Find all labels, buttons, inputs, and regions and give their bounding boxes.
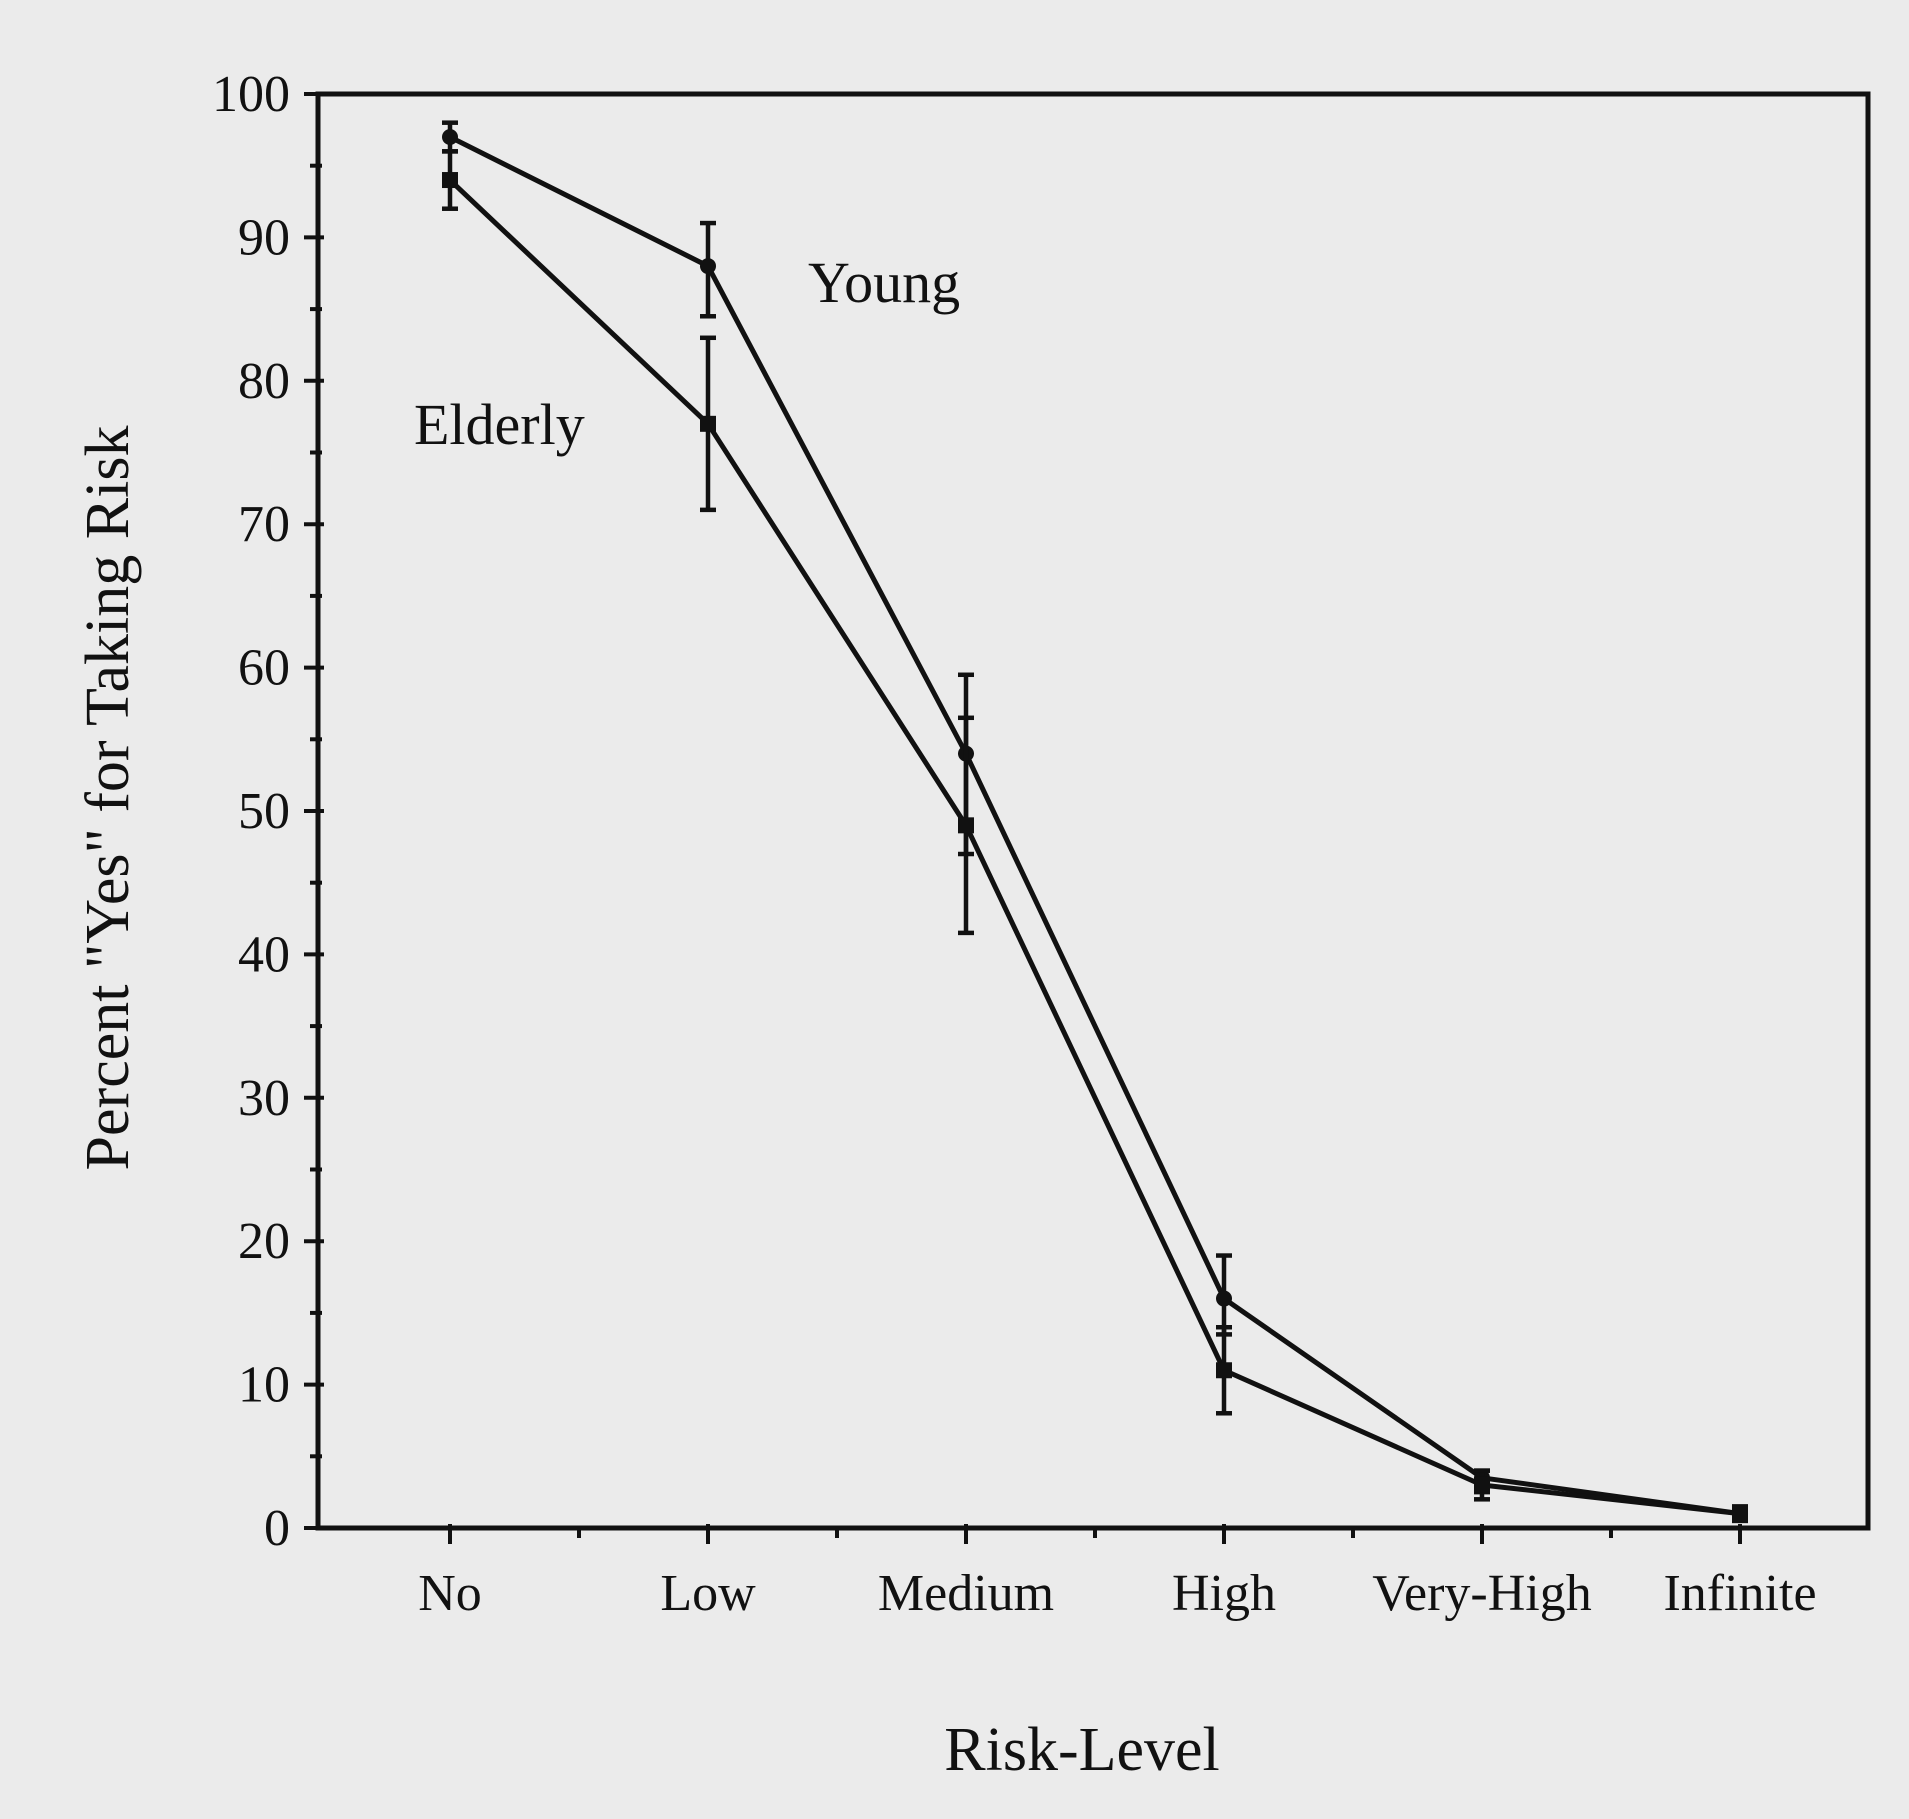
x-tick-label: No <box>418 1565 482 1622</box>
y-tick-label: 100 <box>212 66 290 123</box>
y-tick-label: 90 <box>238 209 290 266</box>
y-axis: 0 10 20 30 40 50 60 70 80 90 100 <box>212 66 324 1557</box>
data-point-elderly <box>958 817 974 834</box>
x-tick-label: Infinite <box>1663 1565 1816 1622</box>
x-axis: No Low Medium High Very-High Infinite <box>418 1524 1817 1622</box>
y-tick-label: 70 <box>238 496 290 553</box>
data-point-elderly <box>442 172 458 189</box>
series-label-young: Young <box>808 250 960 315</box>
x-tick-label: Very-High <box>1372 1565 1592 1622</box>
y-tick-label: 40 <box>238 926 290 983</box>
y-tick-label: 50 <box>238 783 290 840</box>
series-layer <box>442 120 1748 1524</box>
series-line-young <box>448 134 1741 1517</box>
y-tick-label: 20 <box>238 1213 290 1270</box>
data-point-elderly <box>1732 1505 1748 1522</box>
y-tick-label: 0 <box>264 1500 290 1557</box>
y-tick-label: 80 <box>238 353 290 410</box>
series-line-elderly <box>448 178 1741 1517</box>
y-tick-label: 10 <box>238 1357 290 1414</box>
y-axis-title: Percent "Yes" for Taking Risk <box>74 426 142 1171</box>
x-axis-title: Risk-Level <box>944 1716 1220 1784</box>
y-tick-label: 30 <box>238 1070 290 1127</box>
x-tick-label: Medium <box>878 1565 1054 1622</box>
series-label-elderly: Elderly <box>414 392 585 457</box>
series-elderly <box>442 149 1748 1524</box>
data-point-young <box>700 258 716 275</box>
data-point-young <box>1216 1290 1232 1307</box>
data-point-elderly <box>700 415 716 432</box>
data-point-young <box>442 129 458 146</box>
data-point-elderly <box>1474 1476 1490 1493</box>
x-tick-label: Low <box>660 1565 756 1622</box>
y-tick-label: 60 <box>238 640 290 697</box>
x-tick-label: High <box>1172 1565 1276 1622</box>
data-point-elderly <box>1216 1362 1232 1379</box>
